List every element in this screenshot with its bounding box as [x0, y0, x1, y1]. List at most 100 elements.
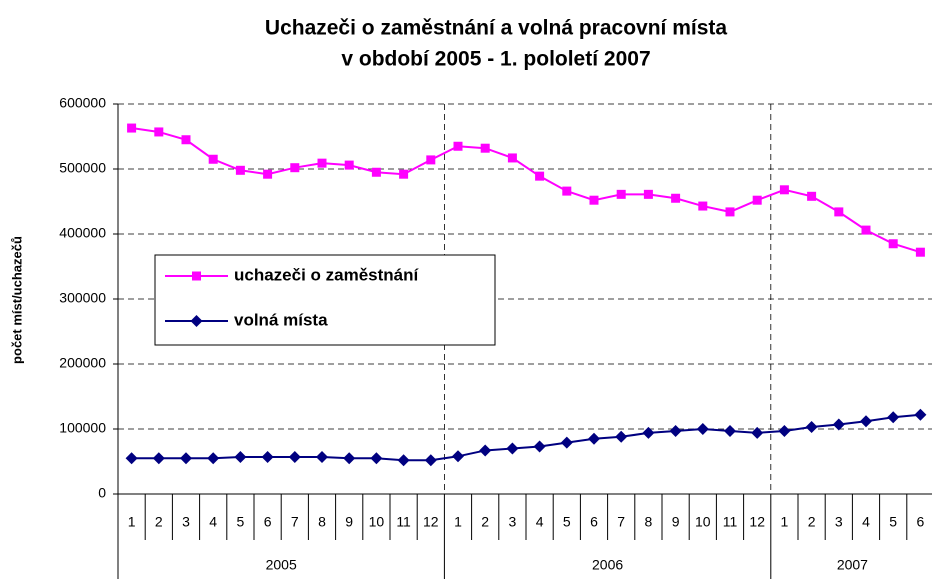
point [751, 426, 764, 439]
legend: uchazeči o zaměstnání volná místa [154, 254, 496, 346]
point [560, 436, 573, 449]
point [778, 424, 791, 437]
x-tick-label: 6 [917, 514, 925, 530]
point [290, 163, 300, 173]
point [779, 185, 789, 195]
point [861, 225, 871, 235]
x-tick-label: 9 [345, 514, 353, 530]
x-tick-label: 3 [509, 514, 517, 530]
point [127, 123, 137, 133]
legend-box [154, 254, 496, 346]
x-tick-label: 1 [454, 514, 462, 530]
point [235, 165, 245, 175]
point [208, 154, 218, 164]
x-group-label: 2006 [592, 557, 623, 573]
point [452, 450, 464, 463]
point [370, 452, 383, 465]
point [807, 191, 817, 201]
point [180, 452, 192, 465]
point [860, 415, 872, 428]
point [588, 432, 600, 445]
x-tick-label: 12 [749, 514, 765, 530]
point [914, 408, 927, 421]
point [152, 452, 165, 465]
x-tick-label: 9 [672, 514, 680, 530]
x-tick-label: 5 [889, 514, 897, 530]
point [207, 452, 220, 465]
point [479, 444, 492, 457]
chart-title: Uchazeči o zaměstnání a volná pracovní m… [265, 17, 727, 40]
point [616, 189, 626, 199]
point [317, 158, 327, 168]
point [424, 454, 437, 467]
y-tick-label: 200000 [59, 355, 106, 371]
point [316, 450, 328, 463]
x-tick-label: 8 [318, 514, 326, 530]
legend-marker [190, 315, 203, 327]
x-tick-label: 12 [423, 514, 439, 530]
point [615, 430, 628, 443]
point [752, 195, 762, 205]
point [915, 247, 925, 257]
x-tick-label: 6 [264, 514, 272, 530]
y-tick-label: 100000 [59, 420, 106, 436]
x-tick-label: 11 [723, 514, 738, 530]
x-tick-label: 7 [291, 514, 299, 530]
x-tick-label: 7 [617, 514, 625, 530]
point [453, 141, 463, 151]
point [562, 186, 572, 196]
point [507, 153, 517, 163]
legend-label: volná místa [234, 310, 328, 329]
point [506, 442, 519, 455]
y-tick-label: 300000 [59, 290, 106, 306]
point [805, 421, 818, 434]
point [834, 207, 844, 217]
point [698, 201, 708, 211]
point [125, 452, 138, 465]
x-tick-label: 6 [590, 514, 598, 530]
x-tick-label: 8 [645, 514, 653, 530]
y-tick-label: 600000 [59, 95, 106, 111]
x-tick-label: 3 [835, 514, 843, 530]
point [263, 169, 273, 179]
point [533, 440, 546, 453]
point [671, 193, 681, 203]
point [154, 127, 164, 137]
point [288, 450, 301, 463]
point [397, 454, 410, 467]
y-tick-label: 400000 [59, 225, 106, 241]
x-group-label: 2005 [266, 557, 297, 573]
point [669, 424, 682, 437]
legend-marker [192, 271, 201, 281]
point [344, 160, 354, 170]
x-tick-label: 2 [155, 514, 163, 530]
x-tick-label: 2 [481, 514, 489, 530]
point [724, 424, 736, 437]
y-tick-label: 500000 [59, 160, 106, 176]
y-tick-label: 0 [98, 485, 106, 501]
point [426, 155, 436, 165]
chart-title: v období 2005 - 1. pololetí 2007 [341, 48, 650, 71]
x-tick-label: 4 [536, 514, 544, 530]
x-tick-label: 5 [237, 514, 245, 530]
x-tick-label: 4 [209, 514, 217, 530]
point [480, 143, 490, 153]
point [696, 423, 709, 435]
point [643, 189, 653, 199]
y-axis-title: počet míst/uchazečů [9, 236, 24, 364]
x-tick-label: 11 [396, 514, 411, 530]
point [589, 195, 599, 205]
x-tick-label: 10 [369, 514, 385, 530]
point [888, 239, 898, 249]
x-tick-label: 1 [128, 514, 136, 530]
point [725, 207, 735, 217]
point [887, 411, 900, 424]
x-tick-label: 1 [781, 514, 789, 530]
point [642, 426, 655, 439]
point [181, 135, 191, 145]
x-tick-label: 3 [182, 514, 190, 530]
point [535, 171, 545, 181]
point [234, 450, 247, 463]
legend-label: uchazeči o zaměstnání [234, 265, 420, 284]
point [399, 169, 409, 179]
